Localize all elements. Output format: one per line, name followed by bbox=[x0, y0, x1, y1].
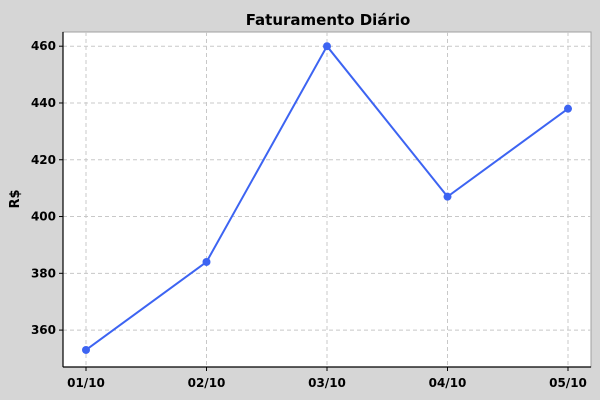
x-tick-label: 02/10 bbox=[188, 376, 226, 390]
y-tick-label: 380 bbox=[31, 266, 56, 280]
data-point bbox=[202, 257, 211, 266]
y-tick-label: 400 bbox=[31, 210, 56, 224]
x-tick-label: 01/10 bbox=[67, 376, 105, 390]
data-point bbox=[82, 345, 90, 354]
y-axis-label: R$ bbox=[8, 189, 23, 208]
x-tick-label: 03/10 bbox=[308, 376, 346, 390]
y-tick-label: 440 bbox=[31, 96, 56, 110]
data-point bbox=[323, 42, 331, 51]
y-tick-label: 360 bbox=[31, 323, 56, 337]
x-tick-label: 04/10 bbox=[429, 376, 467, 390]
data-point bbox=[564, 104, 572, 113]
y-tick-label: 460 bbox=[31, 39, 56, 53]
plot-background bbox=[62, 31, 592, 368]
x-tick-label: 05/10 bbox=[549, 376, 587, 390]
chart-title: Faturamento Diário bbox=[246, 11, 411, 29]
y-tick-label: 420 bbox=[31, 153, 56, 167]
data-point bbox=[443, 192, 452, 201]
plot-area: 360 380 400 420 440 460 01/10 02/10 03/10 04/10 05… bbox=[31, 31, 592, 390]
